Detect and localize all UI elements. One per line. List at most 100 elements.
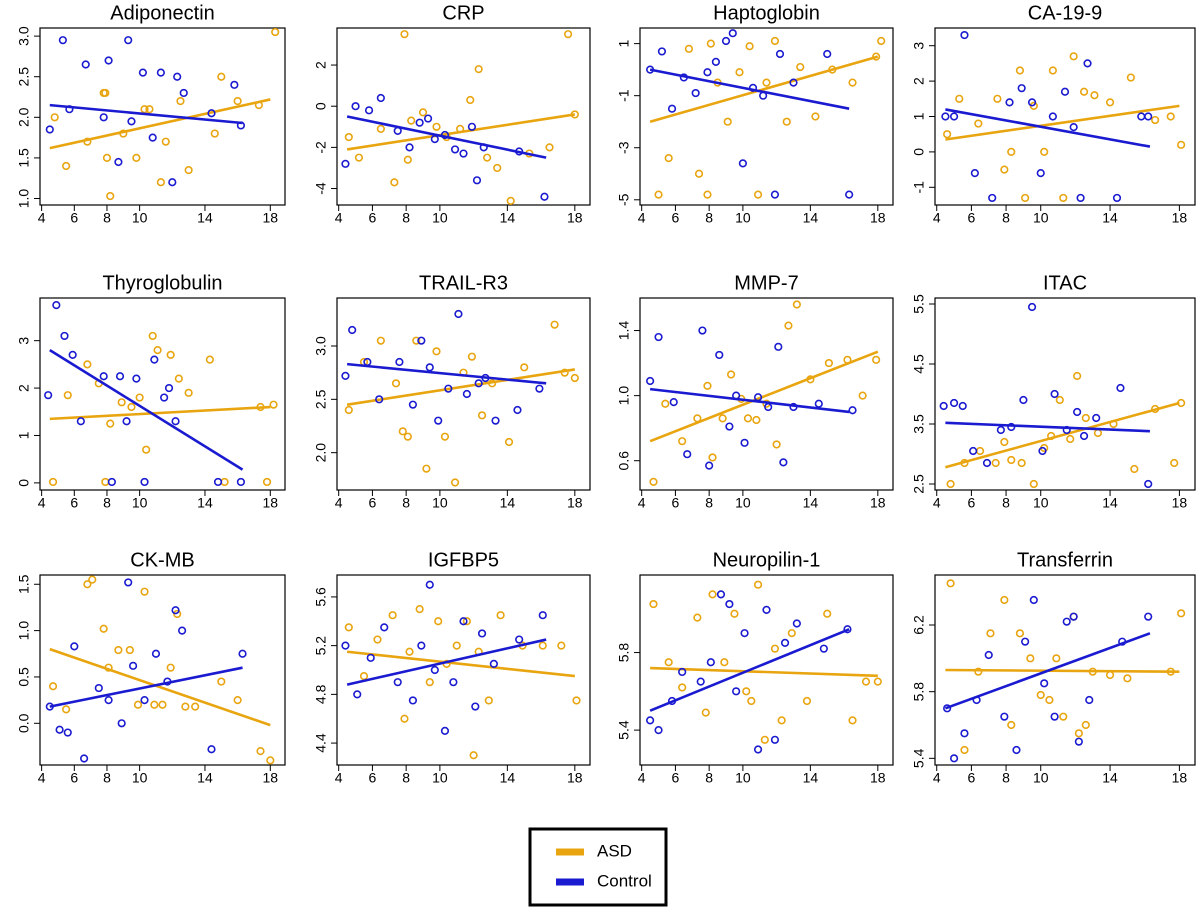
y-tick-label: 2.0 (16, 107, 32, 127)
x-tick-label: 4 (638, 770, 646, 786)
point (683, 450, 692, 459)
x-tick-label: 14 (1102, 210, 1118, 226)
point (1045, 695, 1054, 705)
panel-title: Transferrin (1017, 549, 1113, 571)
x-tick-label: 4 (38, 495, 46, 511)
point (99, 624, 108, 633)
point (474, 65, 483, 74)
point (422, 464, 431, 473)
point (124, 36, 133, 45)
x-tick-label: 8 (402, 210, 410, 226)
point (477, 411, 487, 420)
point (1021, 193, 1030, 203)
point (1059, 193, 1068, 203)
point (48, 682, 58, 691)
point (415, 118, 424, 127)
point (344, 623, 353, 632)
point (471, 702, 480, 711)
point (1038, 446, 1047, 456)
point (1069, 52, 1078, 61)
point (654, 726, 663, 735)
point (1144, 112, 1153, 121)
x-tick-label: 8 (1002, 495, 1010, 511)
series: Control (646, 590, 852, 754)
point (341, 371, 350, 380)
point (513, 405, 522, 415)
point (83, 360, 92, 369)
point (1048, 112, 1057, 121)
point (1029, 479, 1038, 489)
point (649, 477, 658, 486)
series: ASD (48, 575, 275, 765)
y-tick-label: -1 (911, 181, 927, 194)
point (974, 119, 983, 128)
point (1081, 413, 1090, 423)
point (171, 606, 180, 615)
point (423, 114, 433, 123)
x-tick-label: 10 (132, 210, 148, 226)
point (1083, 59, 1092, 68)
point (425, 580, 434, 589)
y-tick-label: 5.8 (616, 643, 632, 663)
point (715, 350, 724, 360)
x-tick-label: 4 (638, 210, 646, 226)
x-tick-label: 18 (263, 770, 279, 786)
point (173, 72, 182, 81)
point (390, 178, 399, 187)
point (557, 641, 566, 650)
point (205, 355, 214, 364)
point (217, 677, 226, 686)
point (99, 372, 108, 381)
fit-line (650, 666, 878, 678)
point (969, 446, 978, 456)
point (207, 109, 216, 118)
point (63, 391, 72, 400)
point (943, 130, 952, 139)
point (142, 445, 151, 454)
point (393, 678, 402, 687)
point (970, 169, 979, 178)
point (861, 677, 871, 686)
point (359, 671, 369, 681)
point (408, 400, 418, 409)
y-tick-label: 2 (911, 77, 927, 85)
point (1092, 413, 1101, 423)
point (412, 336, 421, 345)
series: ASD (344, 320, 579, 487)
point (353, 690, 362, 699)
point (780, 638, 790, 647)
x-tick-label: 14 (500, 210, 516, 226)
y-tick-label: 3.0 (313, 336, 329, 356)
y-tick-label: -1 (616, 89, 632, 102)
point (721, 36, 731, 46)
panel-title: ITAC (1043, 272, 1087, 294)
point (407, 116, 416, 125)
x-tick-label: 14 (1102, 770, 1118, 786)
point (341, 641, 350, 650)
point (1059, 712, 1068, 721)
point (730, 609, 739, 618)
x-tick-label: 4 (933, 210, 941, 226)
plot-frame (336, 27, 591, 206)
panel-title: IGFBP5 (428, 549, 499, 571)
point (1066, 434, 1075, 444)
point (171, 417, 180, 426)
point (1105, 98, 1115, 107)
point (452, 641, 461, 650)
point (425, 363, 434, 372)
y-tick-label: 1 (911, 112, 927, 120)
x-tick-label: 6 (369, 210, 377, 226)
y-tick-label: 3 (911, 42, 927, 50)
point (269, 400, 278, 409)
point (68, 350, 77, 359)
point (62, 705, 71, 714)
y-tick-label: 1.5 (16, 574, 32, 594)
point (982, 458, 992, 468)
point (738, 159, 747, 168)
point (986, 629, 995, 638)
x-tick-label: 4 (638, 495, 646, 511)
plot-frame (39, 27, 286, 206)
x-tick-label: 14 (197, 495, 213, 511)
